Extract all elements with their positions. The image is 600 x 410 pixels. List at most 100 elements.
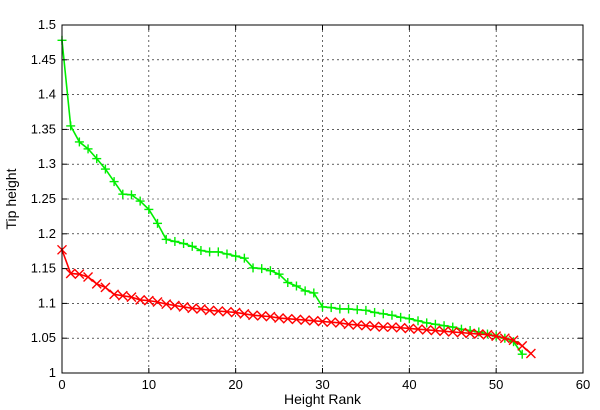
data-point <box>187 303 198 314</box>
data-point <box>491 331 502 342</box>
x-tick-label: 60 <box>576 377 590 392</box>
data-point <box>161 299 172 310</box>
data-point <box>343 319 354 330</box>
data-point <box>196 246 206 256</box>
data-point <box>352 319 363 330</box>
data-point <box>169 300 180 311</box>
data-point <box>126 292 137 303</box>
data-point <box>465 328 476 339</box>
data-point <box>291 314 302 325</box>
data-point <box>517 340 528 351</box>
data-point <box>326 317 337 328</box>
data-point <box>456 327 467 338</box>
data-point <box>386 322 397 333</box>
data-point <box>334 317 345 328</box>
data-point <box>317 316 328 327</box>
data-point <box>256 310 267 321</box>
data-point <box>378 322 389 333</box>
data-point <box>326 303 336 313</box>
x-axis-label: Height Rank <box>284 391 362 407</box>
data-point <box>257 264 267 274</box>
data-point <box>222 249 232 259</box>
x-tick-label: 10 <box>142 377 156 392</box>
data-point <box>300 286 310 296</box>
data-point <box>421 324 432 335</box>
data-point <box>274 269 284 279</box>
data-point <box>517 349 527 359</box>
data-point <box>430 325 441 336</box>
data-point <box>265 311 276 322</box>
data-point <box>205 247 215 257</box>
data-point <box>230 307 241 318</box>
data-point <box>231 251 241 261</box>
data-point <box>308 315 319 326</box>
data-point <box>447 326 458 337</box>
data-point <box>83 144 93 154</box>
data-point <box>170 236 180 246</box>
data-point <box>396 312 406 322</box>
y-tick-label: 1.05 <box>31 330 56 345</box>
x-tick-label: 40 <box>402 377 416 392</box>
data-point <box>387 310 397 320</box>
data-point <box>221 306 232 317</box>
data-point <box>153 218 163 228</box>
data-point <box>65 268 76 279</box>
data-point <box>300 315 311 326</box>
data-point <box>352 305 362 315</box>
data-point <box>430 319 440 329</box>
data-point <box>274 313 285 324</box>
data-point <box>100 164 110 174</box>
data-point <box>378 309 388 319</box>
data-point <box>91 278 102 289</box>
series-plus-group <box>57 35 527 359</box>
data-point <box>213 306 224 317</box>
data-point <box>248 310 259 321</box>
tick-layer: 0 10 20 30 40 50 60 1 1.05 1.1 1.15 1.2 1.25 1.3 1.35 1… <box>31 17 591 392</box>
data-point <box>152 297 163 308</box>
data-point <box>413 324 424 335</box>
data-point <box>135 196 145 206</box>
data-point <box>74 137 84 147</box>
data-point <box>283 278 293 288</box>
data-point <box>83 271 94 282</box>
y-tick-label: 1 <box>49 365 56 380</box>
data-point <box>282 313 293 324</box>
data-point <box>248 263 258 273</box>
data-point <box>404 314 414 324</box>
x-tick-label: 20 <box>228 377 242 392</box>
data-point <box>473 329 484 340</box>
data-point <box>143 295 154 306</box>
data-point <box>265 266 275 276</box>
y-tick-label: 1.3 <box>38 156 56 171</box>
data-point <box>422 318 432 328</box>
data-point <box>109 289 120 300</box>
x-tick-label: 0 <box>58 377 65 392</box>
data-point <box>404 323 415 334</box>
data-point <box>239 308 250 319</box>
data-point <box>178 301 189 312</box>
data-point <box>482 329 493 340</box>
data-point <box>100 282 111 293</box>
data-point <box>74 269 85 280</box>
data-point <box>309 288 319 298</box>
data-point <box>92 154 102 164</box>
data-point <box>187 241 197 251</box>
data-point <box>439 321 449 331</box>
y-tick-label: 1.5 <box>38 17 56 32</box>
data-point <box>213 247 223 257</box>
data-point <box>179 239 189 249</box>
data-point <box>135 294 146 305</box>
data-point <box>525 348 536 359</box>
y-tick-label: 1.45 <box>31 52 56 67</box>
data-point <box>118 189 128 199</box>
data-point <box>508 335 519 346</box>
data-point <box>239 253 249 263</box>
x-tick-label: 50 <box>489 377 503 392</box>
data-point <box>395 322 406 333</box>
data-point <box>360 320 371 331</box>
y-tick-label: 1.15 <box>31 261 56 276</box>
x-tick-label: 30 <box>315 377 329 392</box>
data-point <box>335 304 345 314</box>
